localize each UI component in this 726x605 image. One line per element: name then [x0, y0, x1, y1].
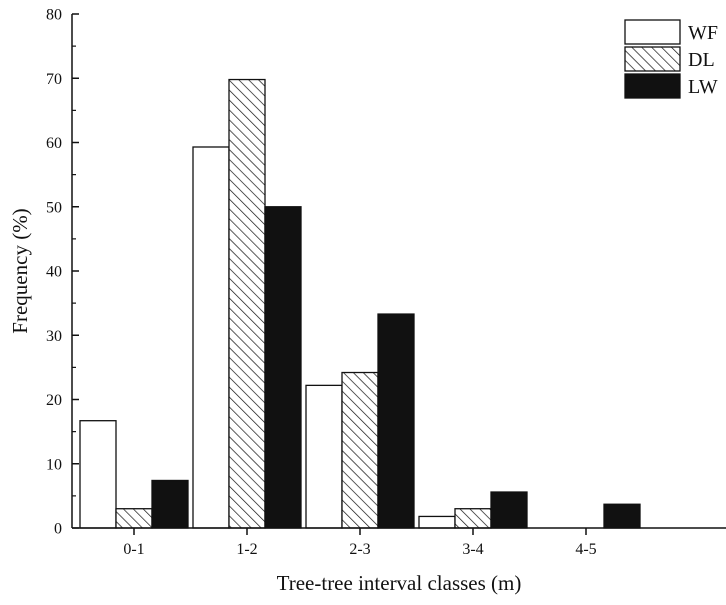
y-tick-label: 0 — [54, 521, 62, 538]
y-axis-title: Frequency (%) — [8, 208, 32, 333]
y-tick-label: 30 — [46, 328, 62, 345]
bars-group — [79, 78, 641, 529]
y-tick-label: 60 — [46, 135, 62, 152]
y-tick-label: 80 — [46, 7, 62, 24]
legend-label-lw: LW — [688, 76, 718, 98]
y-tick-label: 40 — [46, 264, 62, 281]
bar-lw-2-3 — [377, 313, 415, 529]
y-tick-label: 10 — [46, 456, 62, 473]
legend-label-wf: WF — [688, 22, 718, 44]
bar-lw-3-4 — [490, 491, 528, 529]
x-tick-label: 4-5 — [575, 541, 596, 558]
x-tick-label: 1-2 — [236, 541, 257, 558]
bar-lw-4-5 — [603, 503, 641, 529]
y-tick-label: 20 — [46, 392, 62, 409]
legend-label-dl: DL — [688, 49, 715, 71]
bar-dl-3-4 — [454, 508, 492, 529]
x-tick-label: 0-1 — [123, 541, 144, 558]
x-axis-title: Tree-tree interval classes (m) — [277, 571, 522, 595]
x-ticks-group: 0-1 1-2 2-3 3-4 4-5 — [123, 528, 597, 558]
bar-dl-0-1 — [115, 508, 153, 529]
bar-lw-1-2 — [264, 206, 302, 529]
bar-wf-0-1 — [79, 420, 117, 529]
bar-wf-2-3 — [305, 384, 343, 529]
y-tick-label: 70 — [46, 71, 62, 88]
bar-wf-3-4 — [418, 515, 456, 529]
x-tick-label: 3-4 — [462, 541, 483, 558]
legend: WF DL LW — [624, 19, 718, 99]
y-tick-label: 50 — [46, 199, 62, 216]
bar-dl-1-2 — [228, 78, 266, 529]
bar-wf-1-2 — [192, 146, 230, 529]
y-ticks-group: 0 10 20 30 40 50 60 70 80 — [46, 7, 79, 538]
bar-lw-0-1 — [151, 479, 189, 529]
legend-swatch-dl — [624, 46, 681, 72]
legend-swatch-lw — [624, 73, 681, 99]
bar-dl-2-3 — [341, 371, 379, 529]
legend-swatch-wf — [624, 19, 681, 45]
x-tick-label: 2-3 — [349, 541, 370, 558]
